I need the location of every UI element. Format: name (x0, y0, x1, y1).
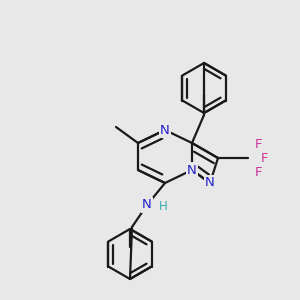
Text: F: F (254, 137, 262, 151)
Text: F: F (260, 152, 268, 164)
Text: N: N (205, 176, 215, 190)
Text: H: H (159, 200, 167, 214)
Text: N: N (160, 124, 170, 136)
Text: F: F (254, 166, 262, 178)
Text: N: N (142, 199, 152, 212)
Text: N: N (187, 164, 197, 176)
